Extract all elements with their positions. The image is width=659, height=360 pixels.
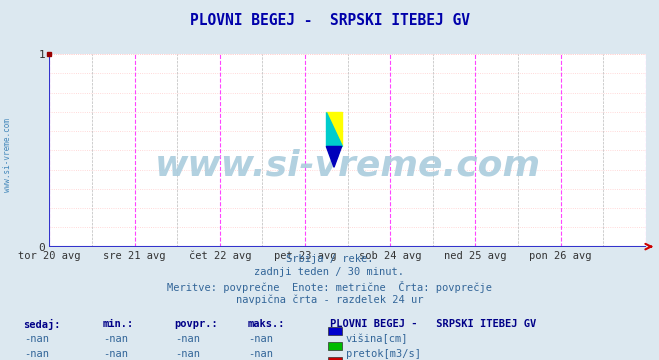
Text: povpr.:: povpr.:: [175, 319, 218, 329]
Polygon shape: [326, 112, 341, 147]
Text: -nan: -nan: [103, 349, 128, 359]
Text: navpična črta - razdelek 24 ur: navpična črta - razdelek 24 ur: [236, 295, 423, 305]
Text: -nan: -nan: [24, 334, 49, 344]
Text: -nan: -nan: [248, 334, 273, 344]
Text: -nan: -nan: [103, 334, 128, 344]
Text: -nan: -nan: [175, 334, 200, 344]
Polygon shape: [326, 147, 341, 167]
Text: PLOVNI BEGEJ -  SRPSKI ITEBEJ GV: PLOVNI BEGEJ - SRPSKI ITEBEJ GV: [190, 13, 469, 28]
Text: www.si-vreme.com: www.si-vreme.com: [3, 118, 13, 192]
Text: -nan: -nan: [248, 349, 273, 359]
Text: maks.:: maks.:: [247, 319, 285, 329]
Text: zadnji teden / 30 minut.: zadnji teden / 30 minut.: [254, 267, 405, 278]
Text: pretok[m3/s]: pretok[m3/s]: [346, 349, 421, 359]
Text: -nan: -nan: [175, 349, 200, 359]
Polygon shape: [326, 112, 341, 147]
Text: sedaj:: sedaj:: [23, 319, 61, 330]
Text: PLOVNI BEGEJ -   SRPSKI ITEBEJ GV: PLOVNI BEGEJ - SRPSKI ITEBEJ GV: [330, 319, 536, 329]
Text: višina[cm]: višina[cm]: [346, 334, 409, 344]
Text: www.si-vreme.com: www.si-vreme.com: [155, 149, 540, 183]
Text: -nan: -nan: [24, 349, 49, 359]
Text: Meritve: povprečne  Enote: metrične  Črta: povprečje: Meritve: povprečne Enote: metrične Črta:…: [167, 281, 492, 293]
Text: min.:: min.:: [102, 319, 133, 329]
Text: Srbija / reke.: Srbija / reke.: [286, 254, 373, 264]
